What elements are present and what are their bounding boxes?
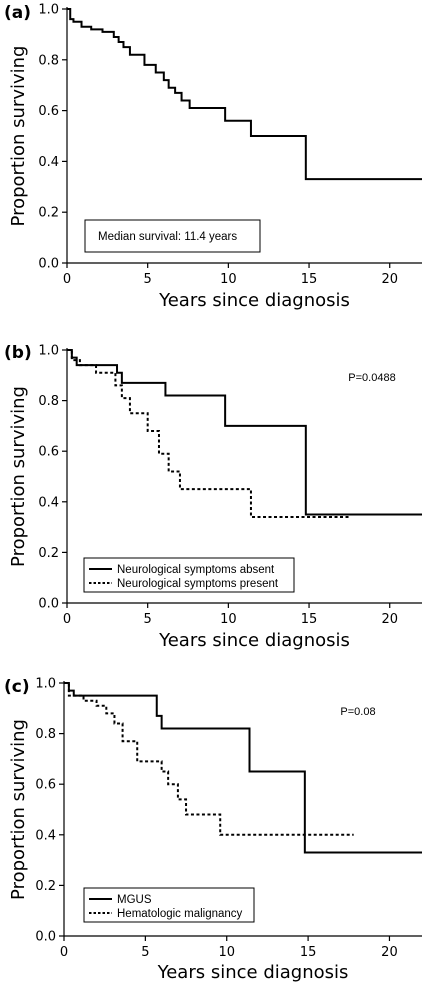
y-tick-label: 0.0 bbox=[38, 597, 59, 612]
x-tick-label: 5 bbox=[141, 945, 149, 960]
y-tick-label: 0.8 bbox=[38, 53, 59, 68]
y-axis-label: Proportion surviving bbox=[8, 719, 29, 900]
y-tick-label: 0.0 bbox=[35, 930, 56, 945]
x-tick-label: 5 bbox=[144, 272, 152, 287]
x-axis-label: Years since diagnosis bbox=[158, 630, 350, 651]
y-tick-label: 1.0 bbox=[38, 344, 59, 359]
x-tick-label: 5 bbox=[144, 612, 152, 627]
x-tick-label: 15 bbox=[301, 272, 318, 287]
x-tick-label: 20 bbox=[381, 272, 398, 287]
series-line-dotted bbox=[67, 349, 350, 518]
x-tick-label: 15 bbox=[300, 945, 317, 960]
annotation-text: Median survival: 11.4 years bbox=[98, 231, 237, 243]
y-tick-label: 0.4 bbox=[38, 155, 59, 170]
legend-entry: Neurological symptoms present bbox=[117, 578, 279, 590]
x-axis-label: Years since diagnosis bbox=[157, 962, 349, 983]
panel-label: (a) bbox=[4, 3, 31, 23]
x-tick-label: 20 bbox=[381, 612, 398, 627]
y-tick-label: 0.8 bbox=[38, 394, 59, 409]
y-tick-label: 1.0 bbox=[35, 677, 56, 692]
y-tick-label: 0.4 bbox=[38, 495, 59, 510]
y-tick-label: 0.4 bbox=[35, 828, 56, 843]
legend-box bbox=[83, 887, 255, 923]
x-axis-label: Years since diagnosis bbox=[158, 290, 350, 311]
y-tick-label: 0.6 bbox=[38, 104, 59, 119]
x-tick-label: 10 bbox=[218, 945, 235, 960]
series-line-solid bbox=[67, 349, 422, 516]
legend-entry: Neurological symptoms absent bbox=[117, 564, 275, 576]
y-tick-label: 0.2 bbox=[38, 546, 59, 561]
x-tick-label: 20 bbox=[381, 945, 398, 960]
y-tick-label: 0.6 bbox=[35, 778, 56, 793]
panel-label: (b) bbox=[4, 343, 32, 363]
x-tick-label: 10 bbox=[220, 612, 237, 627]
series-line-dotted bbox=[64, 682, 354, 836]
x-tick-label: 10 bbox=[220, 272, 237, 287]
x-tick-label: 0 bbox=[63, 272, 71, 287]
legend-entry: MGUS bbox=[117, 894, 152, 906]
series-line-solid bbox=[67, 8, 422, 181]
y-tick-label: 0.2 bbox=[38, 206, 59, 221]
y-tick-label: 1.0 bbox=[38, 3, 59, 18]
legend-entry: Hematologic malignancy bbox=[117, 908, 243, 920]
y-axis-label: Proportion surviving bbox=[8, 46, 29, 227]
x-tick-label: 15 bbox=[301, 612, 318, 627]
p-value-label: P=0.0488 bbox=[348, 372, 395, 384]
y-tick-label: 0.0 bbox=[38, 257, 59, 272]
x-tick-label: 0 bbox=[63, 612, 71, 627]
y-tick-label: 0.8 bbox=[35, 727, 56, 742]
x-tick-label: 0 bbox=[60, 945, 68, 960]
panel-label: (c) bbox=[4, 677, 30, 697]
p-value-label: P=0.08 bbox=[340, 706, 375, 718]
annotation-box bbox=[84, 219, 261, 253]
legend-box bbox=[83, 557, 295, 593]
y-tick-label: 0.2 bbox=[35, 879, 56, 894]
y-tick-label: 0.6 bbox=[38, 445, 59, 460]
y-axis-label: Proportion surviving bbox=[8, 386, 29, 567]
